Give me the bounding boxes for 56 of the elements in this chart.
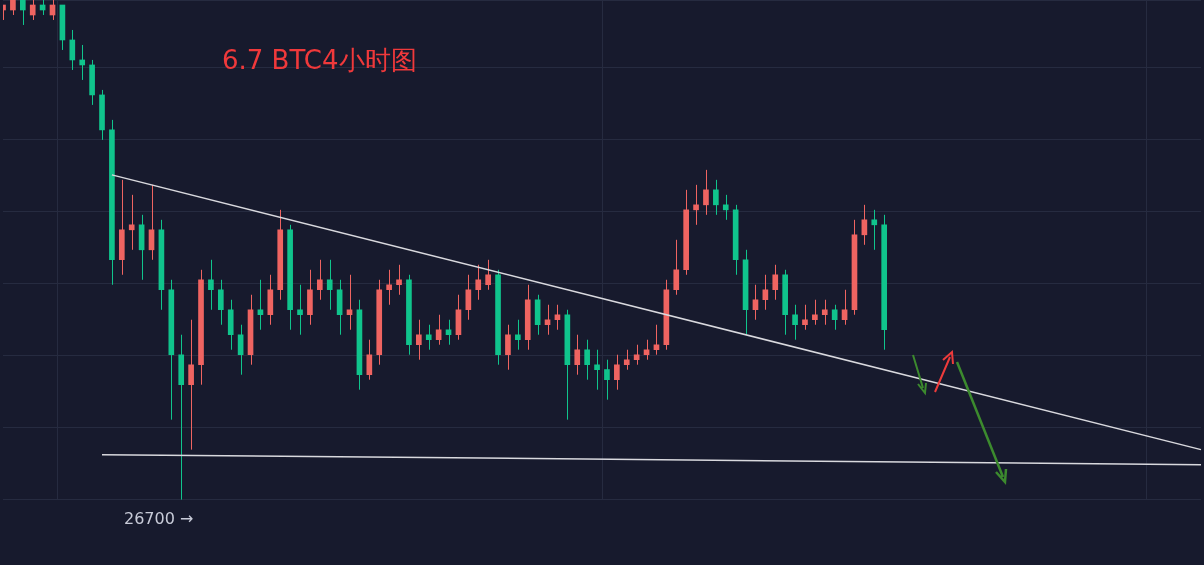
candlestick bbox=[812, 299, 818, 326]
candlestick bbox=[366, 339, 373, 381]
candlestick bbox=[871, 209, 878, 251]
candlestick bbox=[257, 279, 264, 331]
candlestick bbox=[29, 0, 36, 21]
candlestick bbox=[435, 314, 442, 346]
candlestick bbox=[69, 29, 76, 71]
candlestick bbox=[19, 0, 26, 26]
candlestick bbox=[128, 194, 135, 251]
candlestick bbox=[217, 279, 224, 326]
candlestick bbox=[653, 324, 660, 356]
candlestick bbox=[841, 289, 848, 326]
candlestick bbox=[604, 359, 610, 401]
candlestick bbox=[643, 339, 650, 361]
candlestick bbox=[821, 299, 828, 326]
candlestick bbox=[831, 304, 838, 331]
candlestick bbox=[772, 264, 779, 301]
candlestick bbox=[762, 274, 769, 311]
candlestick bbox=[623, 349, 630, 371]
candlestick bbox=[416, 319, 422, 361]
candlestick bbox=[465, 274, 472, 321]
candlestick bbox=[346, 274, 353, 331]
candlestick bbox=[544, 304, 551, 336]
candlestick bbox=[554, 304, 561, 331]
candlestick bbox=[188, 319, 194, 451]
candlestick bbox=[445, 319, 452, 346]
candlestick bbox=[425, 324, 432, 351]
candlestick bbox=[475, 264, 482, 301]
candlestick bbox=[515, 319, 521, 351]
text: 6.7 BTC4小时图 bbox=[222, 44, 417, 75]
candlestick bbox=[297, 284, 303, 336]
candlestick bbox=[722, 194, 729, 221]
candlestick bbox=[752, 284, 759, 321]
candlestick bbox=[614, 354, 620, 391]
candlestick bbox=[208, 259, 214, 311]
candlestick bbox=[505, 324, 511, 371]
candlestick bbox=[79, 44, 86, 81]
candlestick bbox=[317, 259, 323, 301]
candlestick bbox=[485, 259, 491, 291]
text: 26700 → bbox=[124, 509, 194, 529]
candlestick bbox=[792, 304, 798, 341]
candlestick bbox=[713, 179, 719, 216]
candlestick bbox=[673, 239, 680, 296]
candlestick bbox=[148, 184, 155, 261]
candlestick bbox=[237, 324, 244, 376]
candlestick bbox=[386, 269, 392, 306]
candlestick bbox=[584, 339, 590, 381]
candlestick bbox=[326, 259, 333, 311]
candlestick bbox=[633, 344, 640, 366]
candlestick bbox=[802, 304, 808, 331]
candlestick bbox=[703, 169, 709, 216]
candlestick bbox=[396, 264, 402, 296]
candlestick bbox=[861, 204, 868, 246]
candlestick bbox=[594, 349, 600, 391]
candlestick bbox=[574, 334, 581, 376]
candlestick bbox=[693, 184, 699, 226]
